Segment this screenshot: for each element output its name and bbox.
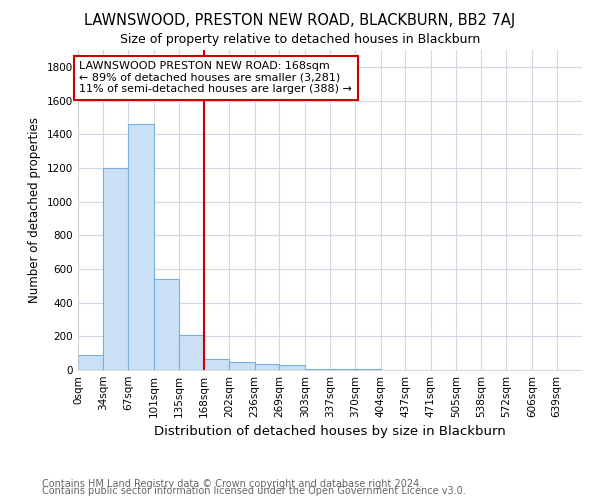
X-axis label: Distribution of detached houses by size in Blackburn: Distribution of detached houses by size … xyxy=(154,426,506,438)
Bar xyxy=(154,279,179,370)
Text: LAWNSWOOD, PRESTON NEW ROAD, BLACKBURN, BB2 7AJ: LAWNSWOOD, PRESTON NEW ROAD, BLACKBURN, … xyxy=(85,12,515,28)
Bar xyxy=(179,336,204,370)
Text: Contains public sector information licensed under the Open Government Licence v3: Contains public sector information licen… xyxy=(42,486,466,496)
Text: Size of property relative to detached houses in Blackburn: Size of property relative to detached ho… xyxy=(120,32,480,46)
Text: Contains HM Land Registry data © Crown copyright and database right 2024.: Contains HM Land Registry data © Crown c… xyxy=(42,479,422,489)
Bar xyxy=(280,366,305,370)
Bar xyxy=(128,124,154,370)
Bar xyxy=(255,364,280,370)
Bar xyxy=(78,355,103,370)
Bar xyxy=(103,168,128,370)
Text: LAWNSWOOD PRESTON NEW ROAD: 168sqm
← 89% of detached houses are smaller (3,281)
: LAWNSWOOD PRESTON NEW ROAD: 168sqm ← 89%… xyxy=(79,61,352,94)
Y-axis label: Number of detached properties: Number of detached properties xyxy=(28,117,41,303)
Bar xyxy=(305,368,331,370)
Bar xyxy=(204,359,229,370)
Bar xyxy=(331,369,355,370)
Bar xyxy=(229,362,255,370)
